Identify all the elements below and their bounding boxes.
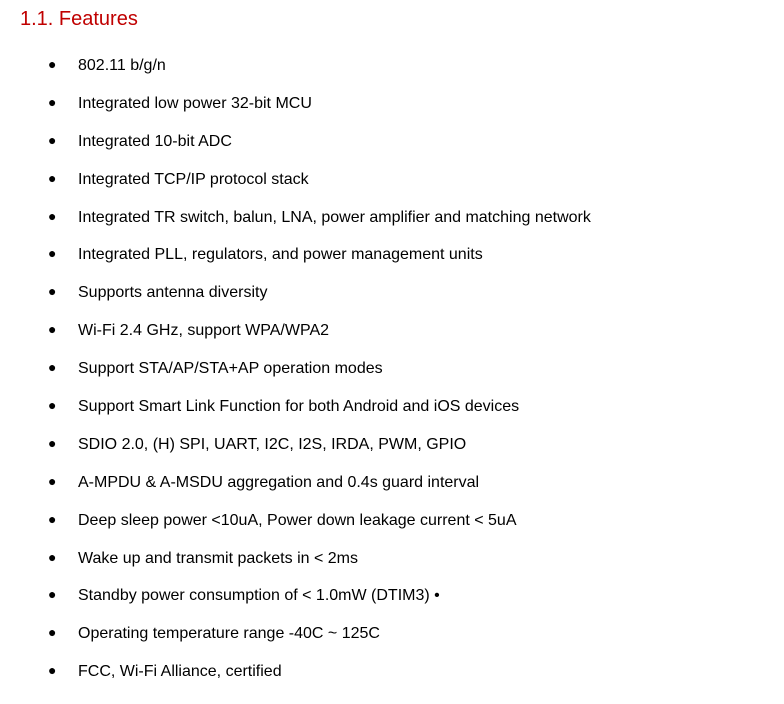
list-item: SDIO 2.0, (H) SPI, UART, I2C, I2S, IRDA,… (48, 434, 764, 456)
list-item: Support Smart Link Function for both And… (48, 396, 764, 418)
section-heading: 1.1. Features (20, 8, 764, 31)
list-item: Wake up and transmit packets in < 2ms (48, 548, 764, 570)
list-item: Integrated 10-bit ADC (48, 131, 764, 153)
list-item: A-MPDU & A-MSDU aggregation and 0.4s gua… (48, 472, 764, 494)
list-item: Standby power consumption of < 1.0mW (DT… (48, 585, 764, 607)
list-item: Wi-Fi 2.4 GHz, support WPA/WPA2 (48, 320, 764, 342)
list-item: Deep sleep power <10uA, Power down leaka… (48, 510, 764, 532)
list-item: Operating temperature range -40C ~ 125C (48, 623, 764, 645)
list-item: 802.11 b/g/n (48, 55, 764, 77)
list-item: Support STA/AP/STA+AP operation modes (48, 358, 764, 380)
list-item: Integrated TR switch, balun, LNA, power … (48, 207, 764, 229)
list-item: FCC, Wi-Fi Alliance, certified (48, 661, 764, 683)
list-item: Integrated TCP/IP protocol stack (48, 169, 764, 191)
list-item: Integrated PLL, regulators, and power ma… (48, 244, 764, 266)
list-item: Integrated low power 32-bit MCU (48, 93, 764, 115)
list-item: Supports antenna diversity (48, 282, 764, 304)
feature-list: 802.11 b/g/n Integrated low power 32-bit… (20, 55, 764, 684)
